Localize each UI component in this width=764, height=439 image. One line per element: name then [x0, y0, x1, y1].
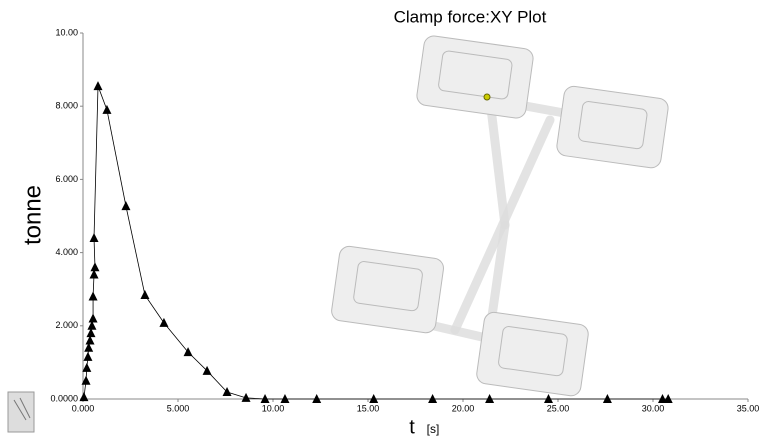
x-tick-label: 10.00	[262, 403, 285, 413]
data-marker	[79, 392, 88, 401]
data-marker	[121, 201, 130, 210]
x-tick-label: 20.00	[452, 403, 475, 413]
data-marker	[82, 363, 91, 372]
y-tick-label: 10.00	[55, 27, 78, 37]
chart-title: Clamp force:XY Plot	[394, 7, 547, 26]
data-marker	[90, 262, 99, 271]
x-axis-label: t	[409, 416, 415, 438]
y-tick-label: 8.000	[55, 101, 78, 111]
x-tick-label: 35.00	[737, 403, 760, 413]
x-tick-label: 0.000	[72, 403, 95, 413]
data-marker	[89, 292, 98, 301]
y-tick-label: 6.000	[55, 174, 78, 184]
x-axis-unit: [s]	[427, 422, 440, 436]
corner-icon	[8, 392, 34, 432]
data-marker	[94, 81, 103, 90]
x-tick-label: 15.00	[357, 403, 380, 413]
data-marker	[140, 290, 149, 299]
chart: Clamp force:XY Plot tonne t [s] 0.0000 2.…	[0, 0, 764, 439]
data-marker	[242, 393, 251, 402]
y-tick-label: 4.000	[55, 247, 78, 257]
y-tick-label: 2.000	[55, 320, 78, 330]
data-marker	[102, 105, 111, 114]
data-marker	[90, 233, 99, 242]
x-tick-label: 5.000	[167, 403, 190, 413]
y-axis-label: tonne	[19, 185, 46, 245]
data-marker	[89, 313, 98, 322]
y-tick-label: 0.0000	[50, 393, 78, 403]
data-marker	[83, 352, 92, 361]
x-tick-label: 25.00	[547, 403, 570, 413]
data-marker	[159, 318, 168, 327]
x-tick-label: 30.00	[642, 403, 665, 413]
model-render	[330, 35, 669, 397]
